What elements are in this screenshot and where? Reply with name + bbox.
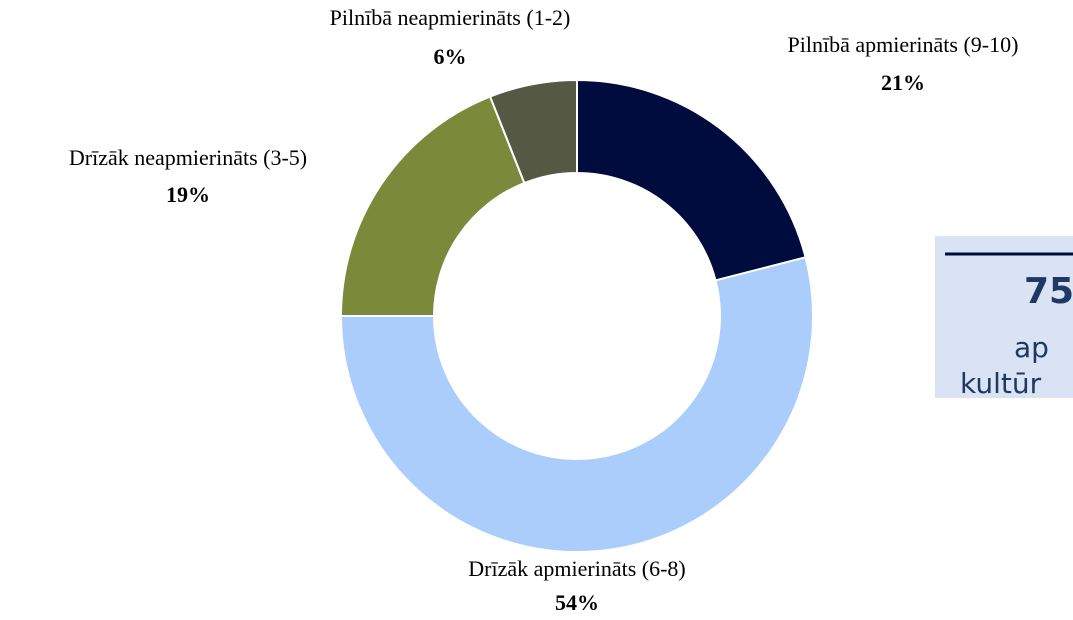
- donut-slice: [339, 256, 814, 553]
- callout-box: [935, 236, 1073, 398]
- slice-label: Drīzāk neapmierināts (3-5): [69, 145, 307, 170]
- slice-label: Pilnībā apmierināts (9-10): [788, 32, 1019, 57]
- slice-label: Drīzāk apmierināts (6-8): [468, 556, 685, 581]
- slice-value: 54%: [555, 590, 599, 615]
- callout-text: ap: [1014, 331, 1049, 364]
- slice-label: Pilnībā neapmierināts (1-2): [330, 5, 571, 30]
- callout-number: 75: [1024, 271, 1073, 312]
- slice-value: 19%: [166, 182, 210, 207]
- slice-value: 21%: [881, 70, 925, 95]
- donut-slice: [576, 78, 807, 282]
- donut-slice: [488, 78, 578, 185]
- slice-value: 6%: [434, 44, 467, 69]
- callout-text: kultūr: [960, 367, 1042, 400]
- donut-slice: [339, 95, 526, 317]
